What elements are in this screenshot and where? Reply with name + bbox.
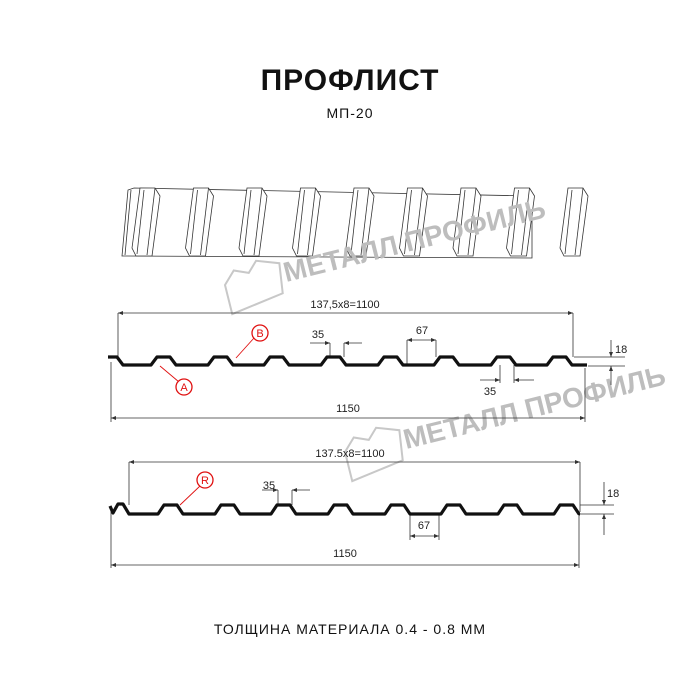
dimension-arrow: [407, 338, 412, 342]
profile-1-outline: [108, 355, 587, 367]
width-label: 1150: [333, 548, 357, 560]
dimension-arrow: [111, 563, 116, 567]
bottom-width-label: 35: [484, 386, 496, 398]
sheet-rib-edge: [253, 187, 263, 256]
sheet-rib-edge: [414, 187, 423, 256]
sheet-rib-edge: [511, 189, 519, 255]
page-subtitle: МП-20: [327, 105, 374, 121]
sheet-rib-edge: [350, 189, 359, 255]
sheet-rib-edge: [404, 189, 412, 255]
dimension-arrow: [292, 488, 297, 492]
marker-b: [251, 324, 269, 342]
dimension-arrow: [602, 500, 606, 505]
sheet-outline: [121, 187, 533, 259]
height-label: 18: [607, 488, 619, 500]
watermark-logo-icon: [223, 259, 284, 316]
page-title: ПРОФЛИСТ: [261, 64, 440, 97]
sheet-rib-edge: [146, 187, 156, 256]
sheet-rib-edge: [243, 189, 252, 255]
marker-a-leader: [159, 365, 180, 383]
watermark-logo-icon: [343, 426, 404, 483]
dimension-arrow: [609, 352, 613, 357]
dimension-arrow: [118, 311, 123, 315]
sheet-rib-edge: [467, 187, 477, 256]
dimension-arrow: [273, 488, 278, 492]
pitch-label: 137,5x8=1100: [310, 299, 379, 311]
watermark-2: МЕТАЛЛ ПРОФИЛЬ: [343, 360, 669, 483]
watermark-text: МЕТАЛЛ ПРОФИЛЬ: [400, 360, 668, 455]
rib-base-label: 67: [416, 325, 428, 337]
rib-base-label: 67: [418, 520, 430, 532]
dimension-arrow: [609, 366, 613, 371]
dimension-arrow: [111, 416, 116, 420]
marker-r-leader: [179, 485, 201, 506]
profile-1: 137,5x8=1100 1150 35 35 67 18 B A: [108, 299, 627, 422]
dimension-arrow: [431, 338, 436, 342]
sheet-rib-edge: [136, 189, 145, 255]
marker-a: [175, 378, 193, 396]
marker-r-label: R: [201, 475, 209, 487]
sheet-rib-edge: [307, 187, 316, 256]
dimension-arrow: [568, 311, 573, 315]
marker-r: [196, 471, 214, 489]
dimension-arrow: [410, 534, 415, 538]
width-label: 1150: [336, 403, 360, 415]
marker-b-label: B: [256, 328, 263, 340]
profile-2-outline: [108, 502, 581, 516]
sheet-rib-edge: [190, 189, 198, 255]
profile-1-dimension-lines: [110, 311, 625, 422]
profile-2-dimension-lines: [110, 460, 614, 568]
marker-b-leader: [235, 337, 255, 359]
dimension-arrow: [602, 514, 606, 519]
material-thickness: ТОЛЩИНА МАТЕРИАЛА 0.4 - 0.8 ММ: [214, 621, 486, 637]
sheet-edge: [124, 189, 132, 256]
dimension-arrow: [434, 534, 439, 538]
sheet-rib-edge: [360, 187, 370, 256]
sheet-rib-edge: [564, 189, 573, 255]
sheet-rib-edge: [297, 189, 305, 255]
dimension-arrow: [344, 341, 349, 345]
sheet-rib-edge: [521, 187, 530, 256]
top-width-label: 35: [312, 329, 324, 341]
dimension-arrow: [325, 341, 330, 345]
pitch-label: 137.5x8=1100: [315, 448, 384, 460]
dimension-arrow: [580, 416, 585, 420]
top-width-label: 35: [263, 480, 275, 492]
sheet-rib: [559, 187, 589, 257]
sheet-rib-edge: [457, 189, 466, 255]
dimension-arrow: [514, 378, 519, 382]
marker-a-label: A: [180, 382, 188, 394]
height-label: 18: [615, 344, 627, 356]
dimension-arrow: [574, 563, 579, 567]
dimension-arrow: [129, 460, 134, 464]
dimension-arrow: [575, 460, 580, 464]
sheet-rib-edge: [574, 187, 584, 256]
sheet-rib-edge: [200, 187, 209, 256]
profile-2: 137.5x8=1100 1150 35 67 18 R: [108, 448, 619, 568]
sheet-3d-view: [121, 187, 589, 259]
dimension-arrow: [495, 378, 500, 382]
